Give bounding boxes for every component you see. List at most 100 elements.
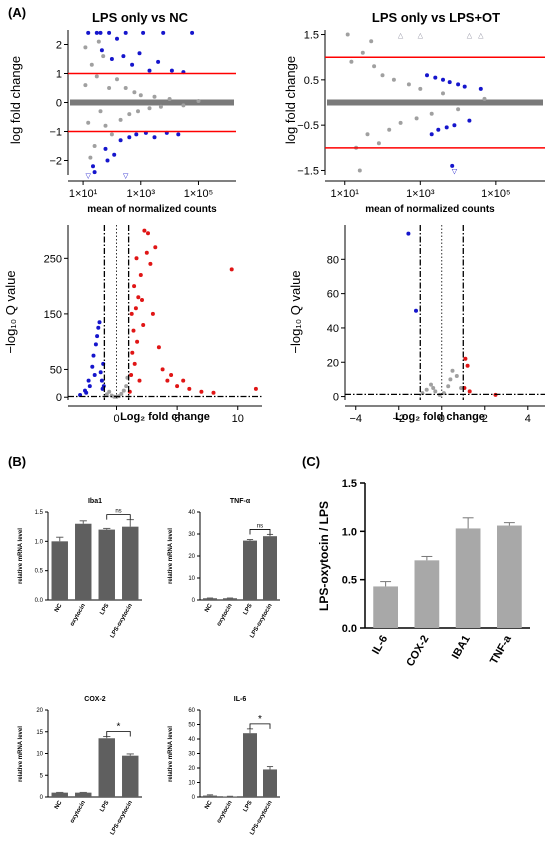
data-point <box>452 123 457 128</box>
data-point <box>98 109 103 114</box>
bar <box>263 769 277 797</box>
data-point <box>160 367 165 372</box>
y-tick-label: 10 <box>188 781 195 787</box>
bar <box>203 795 217 797</box>
data-point <box>130 62 135 67</box>
chart-b3: COX-2 0 5 10 15 20 NC oxytocin LPS LPS-oxytocin * r… <box>18 696 142 836</box>
data-point <box>96 325 101 330</box>
bar <box>75 792 92 797</box>
data-point <box>91 164 95 169</box>
data-point <box>398 120 403 125</box>
y-tick-label: 1.5 <box>342 478 357 490</box>
data-point <box>446 384 451 389</box>
bar <box>203 598 217 600</box>
y-tick-label: 10 <box>36 752 43 758</box>
data-point <box>103 123 108 128</box>
bar <box>223 796 237 798</box>
x-tick-label: IBA1 <box>450 634 473 662</box>
y-tick-label: 0.0 <box>342 623 357 635</box>
y-tick-label: 0 <box>56 98 62 110</box>
data-point <box>107 30 112 35</box>
y-tick-label: 1 <box>56 69 62 81</box>
x-tick-label: LPS <box>99 603 110 616</box>
chart-title: COX-2 <box>84 696 106 703</box>
data-point <box>134 132 139 137</box>
comparison-label: * <box>258 714 262 725</box>
y-tick-label: 50 <box>188 723 195 729</box>
y-tick-label: 20 <box>188 766 195 772</box>
data-point <box>129 373 134 377</box>
data-point <box>369 39 374 44</box>
data-point <box>229 267 234 272</box>
data-point <box>156 59 161 64</box>
x-tick-label: NC <box>204 799 214 810</box>
data-point <box>175 384 180 389</box>
chart-a4: 0 20 40 60 80 −4 −2 0 2 4 Log₂ fold change −log₁₀ Q… <box>288 225 545 425</box>
y-axis-label: log fold change <box>283 56 298 144</box>
data-point <box>141 323 146 327</box>
data-point <box>372 64 377 69</box>
data-point <box>456 107 461 112</box>
data-point <box>90 364 95 369</box>
y-tick-label: 2 <box>56 40 62 52</box>
x-tick-label: 0 <box>113 413 119 425</box>
data-point <box>418 86 423 91</box>
data-point <box>148 261 153 266</box>
data-point <box>467 118 472 123</box>
x-tick-label: oxytocin <box>216 800 234 825</box>
data-point <box>89 62 94 67</box>
data-point <box>391 77 396 82</box>
x-axis-label: mean of normalized counts <box>365 204 495 215</box>
x-tick-label: oxytocin <box>216 603 234 628</box>
data-point <box>436 127 441 132</box>
data-point <box>454 374 459 378</box>
data-point <box>109 57 114 61</box>
data-point <box>414 116 419 121</box>
bar <box>497 525 522 628</box>
data-point <box>181 378 186 383</box>
data-point <box>109 132 114 137</box>
data-point <box>482 96 487 101</box>
data-point <box>137 51 142 56</box>
data-point <box>127 112 132 117</box>
data-point <box>101 54 106 59</box>
data-point <box>94 30 99 35</box>
data-point <box>86 378 91 383</box>
data-point <box>118 117 123 122</box>
center-band <box>327 99 543 106</box>
data-point <box>130 350 135 355</box>
y-tick-label: 0.5 <box>35 569 44 575</box>
y-tick-label: 80 <box>327 254 339 266</box>
data-point <box>131 328 136 333</box>
data-point <box>121 54 126 59</box>
data-point <box>349 59 354 64</box>
data-point <box>167 97 172 101</box>
x-tick-label: 2 <box>482 413 488 425</box>
y-tick-label: 30 <box>188 532 195 538</box>
y-axis-label: log fold change <box>8 56 23 144</box>
bar <box>98 529 115 600</box>
data-point <box>253 386 258 391</box>
data-point <box>414 308 418 313</box>
panel-label-b: (B) <box>8 454 26 469</box>
x-tick-label: 10 <box>232 413 244 425</box>
data-point <box>147 68 152 73</box>
y-tick-label: 250 <box>44 253 62 265</box>
bar <box>373 586 398 628</box>
data-point <box>107 86 112 90</box>
data-point <box>99 378 104 383</box>
data-point <box>448 377 453 382</box>
data-point <box>165 378 170 383</box>
data-point <box>127 135 132 140</box>
data-point <box>365 132 370 137</box>
data-point <box>211 390 216 395</box>
y-tick-label: 30 <box>188 752 195 758</box>
comparison-label: * <box>117 722 121 733</box>
data-point <box>103 146 108 151</box>
y-axis-label: −log₁₀ Q value <box>3 270 18 353</box>
data-point <box>84 390 89 395</box>
x-tick-label: TNF-a <box>488 633 514 667</box>
data-point <box>124 384 129 389</box>
data-point <box>94 74 99 79</box>
x-tick-label: NC <box>54 799 64 810</box>
